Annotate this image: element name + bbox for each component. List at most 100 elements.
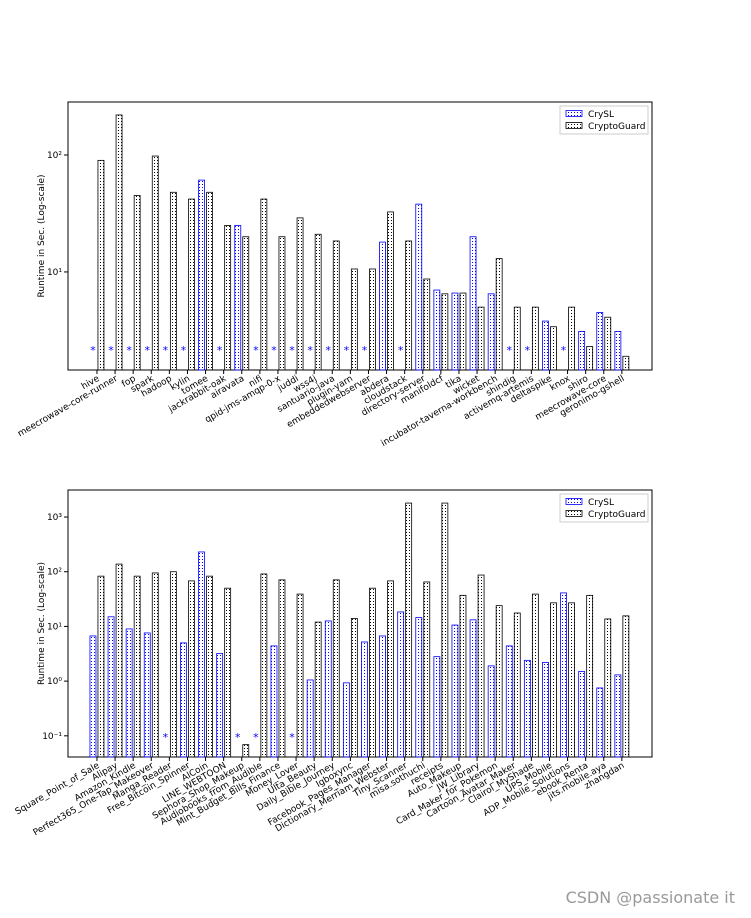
bar	[487, 293, 495, 371]
bar	[531, 306, 539, 371]
bar	[332, 579, 340, 758]
bar	[423, 581, 431, 758]
bar	[423, 278, 431, 371]
bar	[198, 179, 205, 371]
bar	[206, 575, 213, 758]
bar	[97, 159, 105, 371]
bar	[151, 572, 159, 758]
missing-marker: *	[289, 344, 295, 357]
bar	[614, 674, 622, 758]
bar	[188, 580, 195, 758]
legend-label: CrySL	[588, 110, 614, 120]
bar	[332, 240, 340, 371]
bar	[542, 320, 549, 371]
bar	[505, 645, 513, 758]
bar	[614, 331, 622, 371]
bar	[296, 593, 304, 758]
bar	[477, 574, 485, 758]
bar	[379, 635, 386, 758]
bar	[495, 258, 503, 371]
bar	[369, 587, 376, 758]
bar	[143, 632, 151, 758]
bar	[206, 191, 213, 371]
bar	[568, 306, 575, 371]
bar	[115, 563, 123, 758]
missing-marker: *	[525, 344, 531, 357]
missing-marker: *	[561, 344, 567, 357]
legend-label: CryptoGuard	[588, 122, 646, 132]
legend-swatch	[565, 498, 583, 505]
bar	[369, 268, 376, 371]
y-tick-label: 10¹	[47, 268, 62, 278]
bar	[604, 316, 612, 371]
missing-marker: *	[181, 344, 187, 357]
legend-label: CryptoGuard	[588, 510, 646, 520]
bar	[441, 293, 449, 371]
y-tick-label: 10²	[47, 151, 62, 161]
y-tick-label: 10³	[47, 513, 62, 523]
bar	[314, 233, 322, 371]
legend-swatch	[565, 510, 583, 517]
bar	[451, 624, 459, 758]
bar	[324, 620, 332, 758]
y-tick-label: 10⁻¹	[42, 732, 62, 742]
bar	[89, 635, 97, 758]
missing-marker: *	[217, 344, 223, 357]
bar	[604, 618, 612, 758]
y-tick-label: 10²	[47, 568, 62, 578]
bar	[433, 289, 441, 371]
bar	[278, 579, 286, 758]
missing-marker: *	[362, 344, 368, 357]
bar	[188, 198, 195, 371]
bar	[397, 611, 405, 758]
bar	[314, 621, 322, 758]
bar	[469, 619, 477, 758]
legend-label: CrySL	[588, 498, 614, 508]
missing-marker: *	[90, 344, 96, 357]
bar	[550, 326, 557, 371]
y-tick-label: 10⁰	[47, 677, 62, 687]
x-tick-label: meecrowave-core-runner	[16, 374, 120, 440]
bar	[578, 671, 586, 758]
bar	[459, 594, 467, 758]
bar	[451, 292, 459, 371]
bar	[151, 155, 159, 371]
missing-marker: *	[344, 344, 350, 357]
missing-marker: *	[145, 344, 151, 357]
bar	[350, 618, 358, 758]
bar	[125, 628, 133, 758]
bar	[133, 575, 141, 758]
bar	[169, 571, 177, 758]
bar	[405, 240, 413, 371]
bar	[296, 217, 304, 371]
bar	[550, 602, 557, 758]
bar	[523, 659, 531, 758]
bar	[586, 346, 594, 371]
missing-marker: *	[163, 731, 169, 744]
bar	[224, 587, 232, 758]
missing-marker: *	[507, 344, 513, 357]
bar	[596, 312, 604, 371]
plot-area	[67, 489, 653, 758]
missing-marker: *	[235, 731, 241, 744]
bar	[169, 191, 177, 371]
plot-area	[67, 101, 653, 371]
bar	[97, 575, 105, 758]
bar	[586, 594, 594, 758]
y-axis-label: Runtime in Sec. (Log-scale)	[37, 175, 47, 298]
bar	[405, 502, 413, 758]
bar	[342, 682, 350, 758]
bar	[260, 198, 268, 371]
bar	[115, 114, 123, 371]
bar	[350, 268, 358, 371]
bar	[361, 641, 368, 758]
y-tick-label: 10¹	[47, 622, 62, 632]
bar	[216, 653, 224, 758]
bar	[513, 306, 521, 371]
bar	[495, 605, 503, 758]
bar	[568, 602, 575, 758]
bar	[260, 573, 268, 758]
bar	[180, 642, 187, 758]
bar	[469, 236, 477, 371]
bar	[415, 203, 423, 371]
